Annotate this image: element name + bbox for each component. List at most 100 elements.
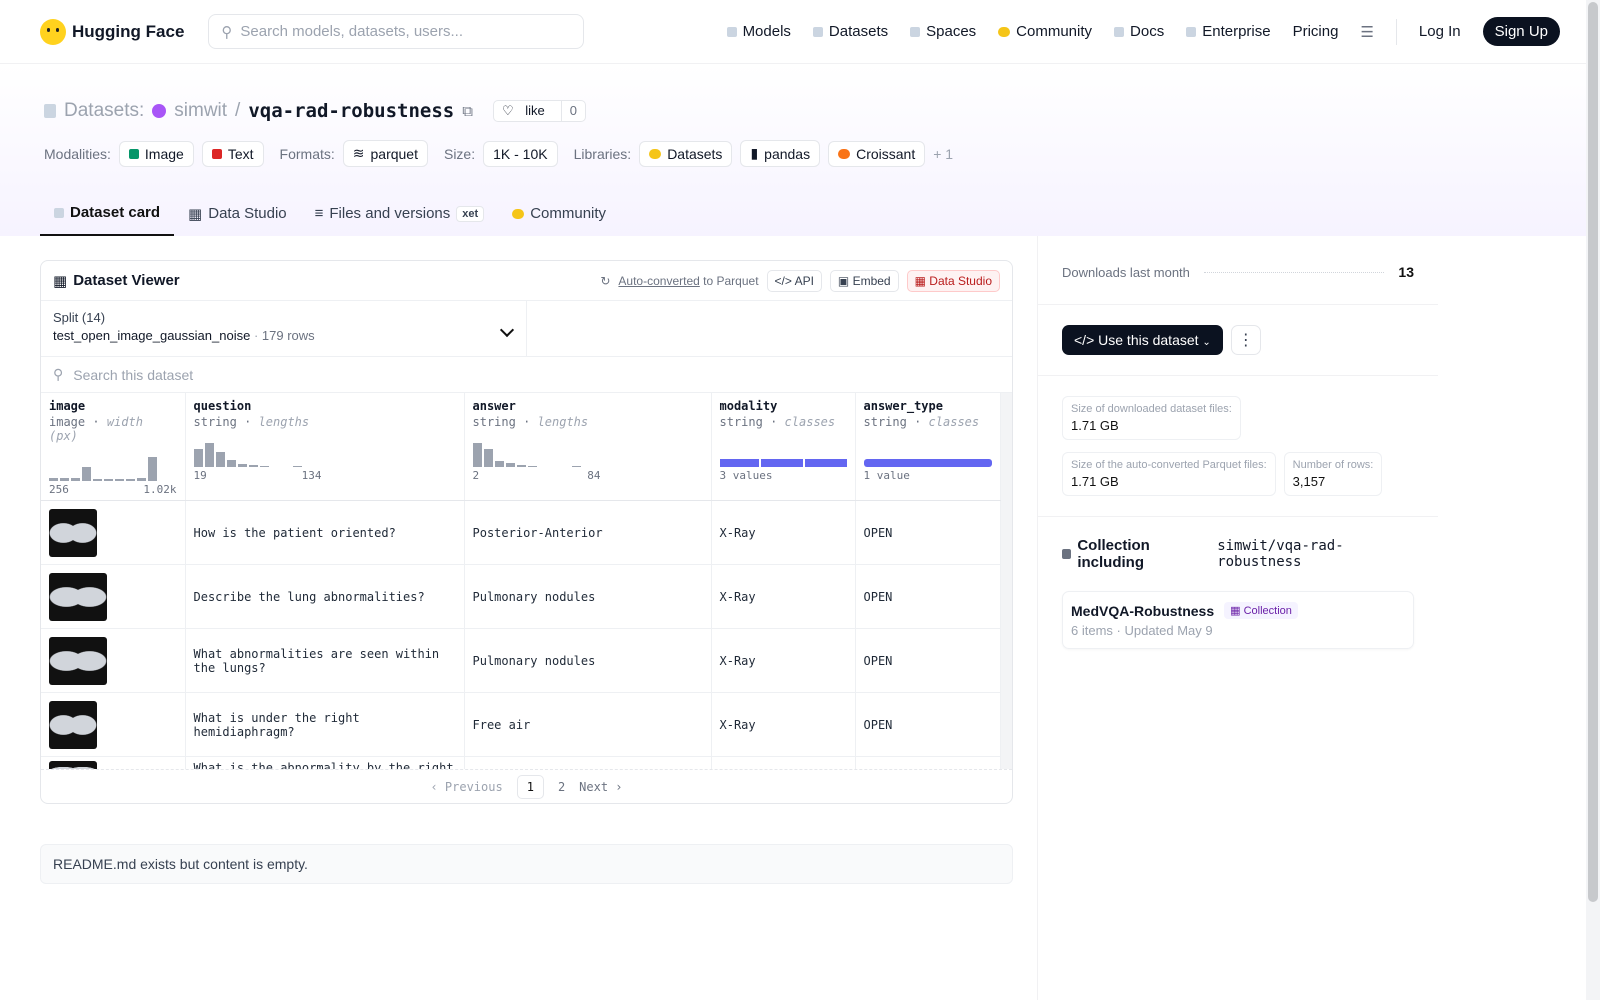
modality-text-tag[interactable]: Text — [201, 140, 264, 167]
class-bar — [863, 459, 992, 467]
table-row[interactable]: How is the patient oriented? Posterior-An… — [41, 500, 1012, 565]
tab-community[interactable]: Community — [498, 194, 620, 236]
chevron-down-icon: ⌄ — [1202, 337, 1211, 348]
split-selector[interactable]: Split (14) test_open_image_gaussian_nois… — [41, 301, 527, 356]
format-parquet-tag[interactable]: ≋ parquet — [342, 140, 428, 167]
library-pandas-tag[interactable]: ▮ pandas — [740, 140, 821, 167]
collection-badge-label: Collection — [1243, 605, 1292, 617]
collection-icon — [1062, 549, 1072, 559]
use-dataset-button[interactable]: </> Use this dataset ⌄ — [1062, 325, 1223, 355]
range-min: 19 — [193, 469, 207, 482]
more-options-icon[interactable]: ⋮ — [1230, 325, 1261, 355]
library-pandas-label: pandas — [764, 145, 811, 162]
xray-thumbnail[interactable] — [49, 636, 107, 685]
nav-datasets[interactable]: Datasets — [812, 23, 888, 40]
nav-community[interactable]: Community — [998, 23, 1092, 40]
brand-logo[interactable]: Hugging Face — [40, 18, 185, 45]
nav-enterprise[interactable]: Enterprise — [1186, 23, 1271, 40]
size-tag[interactable]: 1K - 10K — [483, 140, 558, 167]
signup-button[interactable]: Sign Up — [1482, 17, 1560, 46]
menu-icon[interactable]: ☰ — [1360, 23, 1374, 41]
library-croissant-tag[interactable]: Croissant — [828, 140, 926, 167]
histogram — [472, 439, 703, 467]
column-header-image[interactable]: image image · width (px) 256 1.02k — [41, 393, 186, 501]
answer-cell: Posterior-Anterior — [464, 500, 712, 565]
viewer-title: Dataset Viewer — [73, 272, 180, 289]
column-header-answer-type[interactable]: answer_type string · classes 1 value — [855, 393, 1001, 501]
data-studio-button[interactable]: ▦ Data Studio — [906, 269, 1000, 292]
login-link[interactable]: Log In — [1418, 23, 1461, 40]
modality-image-label: Image — [144, 145, 184, 162]
docs-icon — [1114, 26, 1125, 37]
answer-type-cell: OPEN — [855, 628, 1001, 693]
library-croissant-label: Croissant — [856, 145, 916, 162]
page-1[interactable]: 1 — [516, 774, 544, 799]
search-icon: ⚲ — [221, 23, 233, 41]
xray-thumbnail[interactable] — [49, 700, 97, 749]
repo-name[interactable]: vqa-rad-robustness — [248, 100, 455, 122]
modality-text-label: Text — [227, 145, 254, 162]
top-nav: Hugging Face ⚲ Search models, datasets, u… — [0, 0, 1600, 64]
row-count: 179 rows — [261, 328, 315, 343]
owner-link[interactable]: simwit — [174, 100, 228, 121]
modality-image-tag[interactable]: Image — [118, 140, 194, 167]
nav-docs[interactable]: Docs — [1114, 23, 1164, 40]
table-scrollbar[interactable] — [1000, 393, 1012, 501]
question-cell: Describe the lung abnormalities? — [185, 564, 465, 629]
tab-dataset-card[interactable]: Dataset card — [40, 194, 175, 236]
column-type: string — [719, 415, 763, 429]
range-max: 1.02k — [143, 483, 177, 496]
repo-header: Datasets: simwit / vqa-rad-robustness ⧉ … — [0, 64, 1600, 236]
page-2[interactable]: 2 — [557, 779, 566, 794]
library-datasets-tag[interactable]: Datasets — [639, 140, 733, 167]
table-row[interactable]: What is under the right hemidiaphragm? Fr… — [41, 692, 1012, 757]
pandas-icon: ▮ — [750, 145, 759, 161]
copy-icon[interactable]: ⧉ — [462, 102, 473, 120]
prev-page[interactable]: ‹ Previous — [430, 779, 503, 794]
text-icon — [211, 148, 222, 159]
range-max: 134 — [301, 469, 322, 482]
nav-docs-label: Docs — [1130, 23, 1165, 40]
scrollbar-thumb[interactable] — [1588, 2, 1598, 902]
column-header-answer[interactable]: answer string · lengths 2 84 — [464, 393, 712, 501]
nav-pricing[interactable]: Pricing — [1293, 23, 1339, 40]
column-type: image — [49, 415, 86, 429]
question-cell: What is under the right hemidiaphragm? — [185, 692, 465, 757]
nav-models[interactable]: Models — [726, 23, 791, 40]
page-scrollbar[interactable] — [1586, 0, 1600, 1000]
column-header-question[interactable]: question string · lengths 19 134 — [185, 393, 465, 501]
answer-cell: Pulmonary nodules — [464, 628, 712, 693]
modality-cell: X-Ray — [711, 628, 856, 693]
column-header-modality[interactable]: modality string · classes 3 values — [711, 393, 856, 501]
nav-spaces[interactable]: Spaces — [910, 23, 976, 40]
like-button[interactable]: ♡ like 0 — [492, 100, 586, 122]
table-row[interactable]: What is the abnormality by the right — [41, 756, 1012, 769]
tab-files[interactable]: ≡ Files and versions xet — [301, 194, 499, 236]
table-row[interactable]: What abnormalities are seen within the l… — [41, 628, 1012, 693]
image-icon — [128, 148, 139, 159]
column-stat: classes — [928, 415, 980, 429]
global-search-input[interactable]: ⚲ Search models, datasets, users... — [208, 14, 585, 49]
column-stat: classes — [784, 415, 836, 429]
format-label: parquet — [370, 145, 418, 162]
like-label: like — [525, 103, 545, 118]
next-page[interactable]: Next › — [579, 779, 623, 794]
size-label: Size: — [443, 145, 476, 162]
tab-data-studio[interactable]: ▦ Data Studio — [174, 194, 301, 236]
xray-thumbnail[interactable] — [49, 761, 97, 769]
xray-thumbnail[interactable] — [49, 508, 97, 557]
split-name: test_open_image_gaussian_noise — [53, 328, 251, 343]
embed-button[interactable]: ▣ Embed — [829, 269, 899, 292]
api-label: API — [794, 273, 814, 288]
category-label: Datasets: — [64, 100, 145, 121]
nav-models-label: Models — [742, 23, 791, 40]
community-icon — [512, 208, 525, 219]
brand-name: Hugging Face — [72, 21, 185, 41]
more-libraries[interactable]: + 1 — [933, 145, 954, 162]
auto-converted-link[interactable]: Auto-converted — [618, 273, 700, 288]
dataset-search-input[interactable]: ⚲ Search this dataset — [41, 357, 1012, 393]
table-row[interactable]: Describe the lung abnormalities? Pulmonar… — [41, 564, 1012, 629]
xray-thumbnail[interactable] — [49, 572, 107, 621]
api-button[interactable]: </> API — [766, 269, 822, 292]
collection-card[interactable]: MedVQA-Robustness ▦ Collection 6 items · … — [1062, 591, 1414, 649]
